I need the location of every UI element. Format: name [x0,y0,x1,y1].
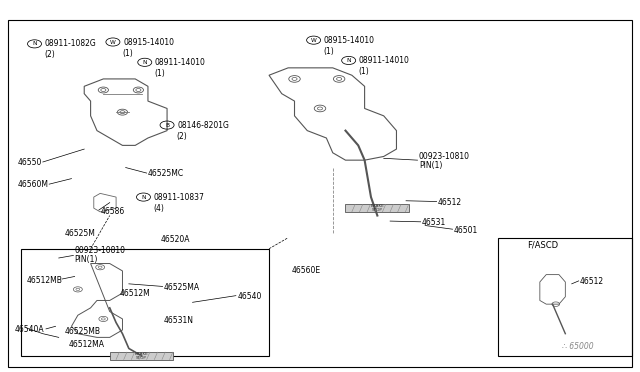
Text: PIN(1): PIN(1) [419,161,442,170]
Text: 46560M: 46560M [17,180,48,189]
Text: 46525M: 46525M [65,230,96,238]
Text: 46525MB: 46525MB [65,327,101,336]
Text: 08146-8201G: 08146-8201G [177,121,229,129]
Text: (1): (1) [358,67,369,76]
Text: 08915-14010: 08915-14010 [123,38,174,46]
Text: 46560E: 46560E [291,266,321,275]
Text: N: N [143,60,147,65]
Text: 46531: 46531 [422,218,446,227]
Text: (1): (1) [323,47,334,56]
Text: 08915-14010: 08915-14010 [324,36,375,45]
Text: PIN(1): PIN(1) [75,255,98,264]
Text: BRAKE
STOP: BRAKE STOP [134,352,148,360]
Text: 46501: 46501 [454,226,478,235]
Text: 46512M: 46512M [119,289,150,298]
Text: W: W [311,38,317,43]
Text: 00923-10810: 00923-10810 [419,152,470,161]
Text: 08911-14010: 08911-14010 [359,56,410,65]
Text: (1): (1) [154,69,165,78]
Text: N: N [32,41,36,46]
Text: 46512: 46512 [438,198,462,207]
Text: 46550: 46550 [17,157,42,167]
Text: ∴ 65000: ∴ 65000 [562,342,594,351]
Text: 46520A: 46520A [161,235,190,244]
Text: 46512: 46512 [580,278,604,286]
Text: N: N [141,195,146,199]
Text: 46531N: 46531N [164,316,194,325]
Text: N: N [346,58,351,63]
Text: F/ASCD: F/ASCD [527,241,558,250]
Polygon shape [109,352,173,359]
Polygon shape [346,205,409,212]
Text: 46512MB: 46512MB [27,276,63,285]
Text: 08911-14010: 08911-14010 [155,58,206,67]
Text: (4): (4) [153,203,164,213]
Text: 08911-10837: 08911-10837 [154,193,205,202]
Text: (1): (1) [122,49,133,58]
Text: (2): (2) [44,51,55,60]
Text: 46540A: 46540A [14,326,44,334]
Text: 46525MA: 46525MA [164,283,200,292]
Text: 46540: 46540 [237,292,262,301]
Text: 46512MA: 46512MA [68,340,104,349]
Text: (2): (2) [177,132,188,141]
Text: BRAKE
STOP: BRAKE STOP [371,204,384,212]
Text: 46586: 46586 [100,207,124,217]
Text: 00923-10810: 00923-10810 [75,246,125,255]
Text: 08911-1082G: 08911-1082G [45,39,97,48]
Text: 46525MC: 46525MC [148,169,184,177]
Text: B: B [165,123,169,128]
Text: W: W [110,39,116,45]
